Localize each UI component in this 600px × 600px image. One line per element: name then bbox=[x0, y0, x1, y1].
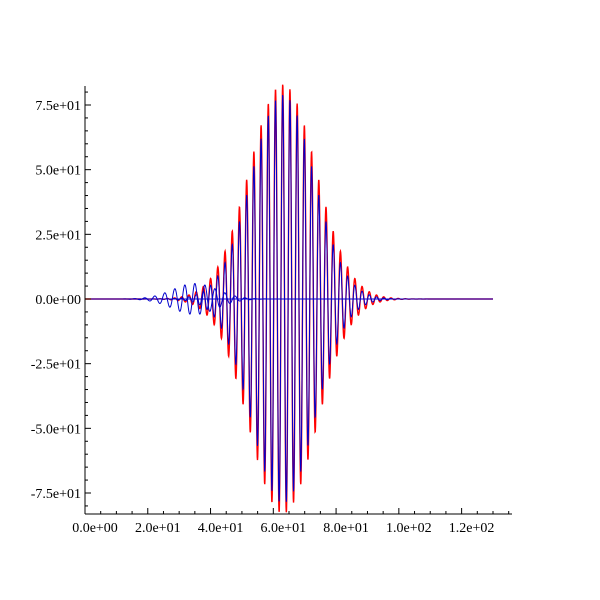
y-tick-label: 0.0e+00 bbox=[35, 293, 81, 308]
axes: 7.5e+01 5.0e+01 2.5e+01 0.0e+00 -2.5e+01 -5.0… bbox=[31, 86, 512, 536]
y-tick-label: 7.5e+01 bbox=[35, 99, 81, 114]
y-tick-label: 5.0e+01 bbox=[35, 164, 81, 179]
x-tick-label: 2.0e+01 bbox=[135, 521, 181, 536]
y-tick-label: 2.5e+01 bbox=[35, 228, 81, 243]
x-tick-label: 6.0e+01 bbox=[261, 521, 307, 536]
y-tick-label: -7.5e+01 bbox=[31, 487, 81, 502]
x-tick-label: 8.0e+01 bbox=[323, 521, 369, 536]
x-tick-label: 1.2e+02 bbox=[449, 521, 495, 536]
x-tick-label: 1.0e+02 bbox=[386, 521, 432, 536]
y-tick-label: -2.5e+01 bbox=[31, 358, 81, 373]
y-tick-label: -5.0e+01 bbox=[31, 422, 81, 437]
x-tick-label: 0.0e+00 bbox=[72, 521, 118, 536]
plot-lines bbox=[85, 84, 493, 513]
x-tick-label: 4.0e+01 bbox=[198, 521, 244, 536]
